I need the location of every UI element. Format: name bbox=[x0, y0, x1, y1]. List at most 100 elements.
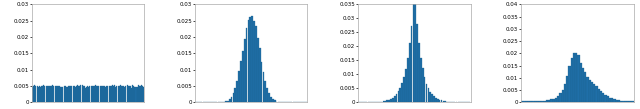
Bar bbox=[77, 85, 78, 102]
Bar bbox=[36, 86, 38, 102]
Bar bbox=[130, 86, 131, 102]
Bar bbox=[600, 91, 602, 102]
Bar bbox=[87, 86, 88, 102]
Bar bbox=[238, 71, 240, 102]
Bar bbox=[390, 99, 392, 102]
Bar bbox=[270, 97, 272, 102]
Bar bbox=[83, 86, 84, 102]
Bar bbox=[53, 86, 54, 102]
Bar bbox=[407, 58, 408, 102]
Bar bbox=[604, 95, 607, 102]
Bar bbox=[589, 80, 591, 102]
Bar bbox=[544, 101, 546, 102]
Bar bbox=[111, 86, 112, 102]
Bar bbox=[109, 86, 111, 102]
Bar bbox=[440, 100, 442, 102]
Bar bbox=[429, 92, 431, 102]
Bar bbox=[394, 96, 396, 102]
Bar bbox=[262, 72, 264, 102]
Bar bbox=[45, 86, 47, 102]
Bar bbox=[614, 99, 616, 102]
Bar bbox=[401, 83, 403, 102]
Bar bbox=[252, 16, 253, 102]
Bar bbox=[535, 101, 537, 102]
Bar bbox=[571, 58, 573, 102]
Bar bbox=[100, 86, 102, 102]
Bar bbox=[143, 87, 145, 102]
Bar bbox=[595, 86, 598, 102]
Bar bbox=[418, 43, 420, 102]
Bar bbox=[424, 77, 426, 102]
Bar bbox=[59, 86, 60, 102]
Bar bbox=[618, 100, 620, 102]
Bar bbox=[104, 86, 105, 102]
Bar bbox=[253, 21, 255, 102]
Bar bbox=[124, 87, 125, 102]
Bar bbox=[39, 86, 40, 102]
Bar bbox=[133, 86, 134, 102]
Bar bbox=[442, 101, 444, 102]
Bar bbox=[141, 85, 142, 102]
Bar bbox=[573, 53, 575, 102]
Bar bbox=[58, 86, 59, 102]
Bar bbox=[426, 84, 428, 102]
Bar bbox=[67, 87, 68, 102]
Bar bbox=[566, 76, 568, 102]
Bar bbox=[33, 86, 34, 102]
Bar bbox=[70, 86, 71, 102]
Bar bbox=[555, 98, 557, 102]
Bar bbox=[559, 93, 561, 102]
Bar bbox=[409, 43, 410, 102]
Bar bbox=[227, 101, 228, 102]
Bar bbox=[112, 85, 113, 102]
Bar bbox=[81, 85, 83, 102]
Bar bbox=[405, 69, 407, 102]
Bar bbox=[268, 93, 270, 102]
Bar bbox=[548, 100, 550, 102]
Bar bbox=[609, 98, 611, 102]
Bar bbox=[540, 101, 541, 102]
Bar bbox=[244, 39, 246, 102]
Bar bbox=[123, 86, 124, 102]
Bar bbox=[86, 87, 87, 102]
Bar bbox=[56, 86, 57, 102]
Bar bbox=[620, 101, 622, 102]
Bar bbox=[51, 86, 52, 102]
Bar bbox=[54, 86, 56, 102]
Bar bbox=[260, 62, 262, 102]
Bar bbox=[392, 98, 394, 102]
Bar bbox=[142, 86, 143, 102]
Bar bbox=[88, 87, 90, 102]
Bar bbox=[584, 72, 586, 102]
Bar bbox=[115, 87, 116, 102]
Bar bbox=[629, 101, 631, 102]
Bar bbox=[593, 84, 595, 102]
Bar bbox=[433, 96, 435, 102]
Bar bbox=[231, 97, 232, 102]
Bar bbox=[132, 85, 133, 102]
Bar bbox=[242, 51, 244, 102]
Bar bbox=[65, 86, 66, 102]
Bar bbox=[415, 2, 416, 102]
Bar bbox=[129, 86, 130, 102]
Bar bbox=[248, 20, 250, 102]
Bar bbox=[413, 0, 414, 102]
Bar bbox=[50, 86, 51, 102]
Bar bbox=[246, 28, 248, 102]
Bar bbox=[225, 101, 227, 102]
Bar bbox=[444, 101, 446, 102]
Bar bbox=[553, 99, 555, 102]
Bar bbox=[41, 86, 42, 102]
Bar bbox=[49, 86, 50, 102]
Bar bbox=[103, 86, 104, 102]
Bar bbox=[120, 85, 121, 102]
Bar bbox=[611, 98, 613, 102]
Bar bbox=[84, 86, 85, 102]
Bar bbox=[422, 68, 424, 102]
Bar bbox=[602, 93, 604, 102]
Bar bbox=[139, 86, 140, 102]
Bar bbox=[113, 86, 114, 102]
Bar bbox=[105, 87, 106, 102]
Bar bbox=[69, 86, 70, 102]
Bar bbox=[591, 82, 593, 102]
